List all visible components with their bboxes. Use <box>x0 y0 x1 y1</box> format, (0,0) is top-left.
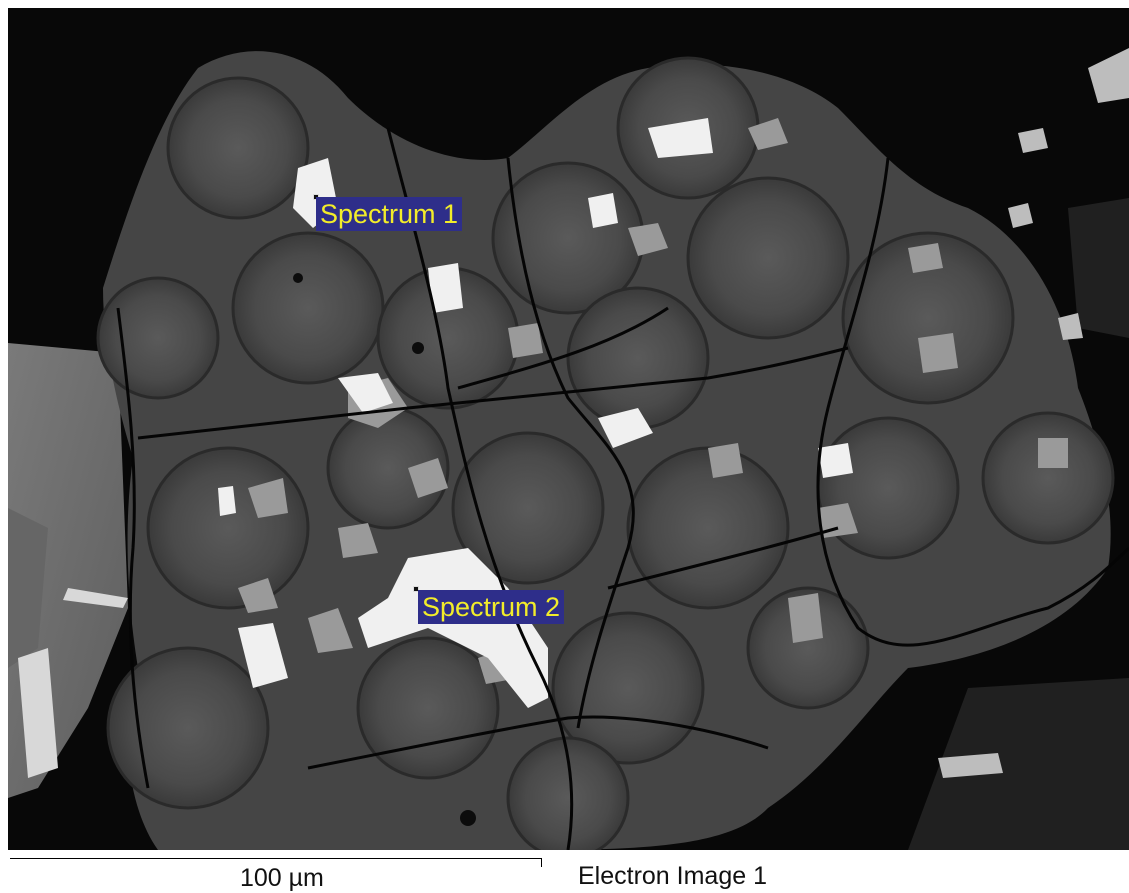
scale-bar-label: 100 µm <box>240 864 324 892</box>
spectrum-2-label[interactable]: Spectrum 2 <box>418 590 565 624</box>
image-footer: 100 µm Electron Image 1 <box>0 850 1129 892</box>
scale-bar-tick <box>541 858 542 867</box>
micrograph-icon <box>8 8 1129 850</box>
scale-bar <box>10 858 542 859</box>
spectrum-1-label[interactable]: Spectrum 1 <box>316 197 463 231</box>
image-title: Electron Image 1 <box>578 862 767 890</box>
electron-micrograph: Spectrum 1 Spectrum 2 <box>8 8 1129 850</box>
spectrum-2-marker <box>413 586 419 592</box>
